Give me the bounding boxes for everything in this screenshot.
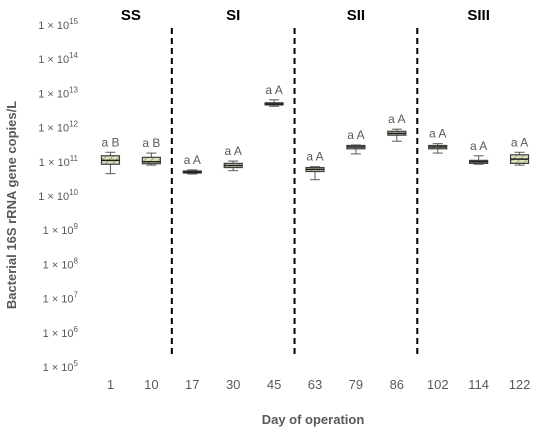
boxes	[100, 99, 530, 181]
significance-label: a A	[511, 135, 528, 149]
x-tick-label: 30	[226, 377, 240, 392]
x-tick-label: 79	[349, 377, 363, 392]
box-day-79	[346, 144, 366, 155]
x-tick-label: 122	[509, 377, 531, 392]
significance-label: a A	[225, 144, 242, 158]
box-day-102	[428, 143, 448, 154]
box-day-1	[100, 151, 121, 175]
box-day-30	[223, 160, 243, 172]
significance-label: a A	[347, 128, 364, 142]
significance-label: a B	[142, 136, 160, 150]
significance-label: a A	[388, 112, 405, 126]
x-tick-label: 86	[390, 377, 404, 392]
significance-label: a A	[184, 153, 201, 167]
x-tick-label: 102	[427, 377, 449, 392]
phase-dividers	[170, 28, 419, 358]
phase-label: SII	[347, 7, 365, 24]
y-tick-label: 1 × 1014	[38, 51, 78, 66]
y-tick-label: 1 × 1013	[38, 85, 78, 100]
phase-label: SI	[226, 7, 240, 24]
box-day-63	[305, 166, 325, 181]
x-tick-label: 17	[185, 377, 199, 392]
y-tick-label: 1 × 1010	[38, 188, 78, 203]
box-day-114	[469, 155, 489, 165]
significance-label: a A	[306, 150, 323, 164]
box-day-17	[182, 169, 202, 175]
y-tick-label: 1 × 106	[43, 325, 79, 340]
y-axis-ticks: 1 × 105 1 × 106 1 × 107 1 × 108 1 × 109 1 × 1…	[38, 17, 78, 374]
y-tick-label: 1 × 109	[43, 222, 79, 237]
x-tick-label: 114	[468, 377, 489, 392]
box-day-45	[264, 99, 284, 107]
box-day-10	[141, 152, 161, 166]
x-tick-label: 10	[144, 377, 158, 392]
significance-label: a A	[470, 139, 487, 153]
significance-label: a B	[101, 135, 119, 149]
x-axis-title: Day of operation	[262, 412, 365, 427]
phase-label: SIII	[467, 7, 490, 24]
phase-labels: SS SI SII SIII	[121, 7, 490, 24]
y-tick-label: 1 × 105	[43, 359, 79, 374]
x-tick-label: 1	[107, 377, 114, 392]
x-tick-label: 63	[308, 377, 322, 392]
y-tick-label: 1 × 1015	[38, 17, 78, 32]
box-day-122	[509, 151, 530, 166]
y-axis-title: Bacterial 16S rRNA gene copies/L	[4, 101, 19, 309]
y-tick-label: 1 × 1012	[38, 120, 78, 135]
y-tick-label: 1 × 107	[43, 291, 79, 306]
box-day-86	[387, 128, 407, 142]
x-axis-tick-labels: 1 10 17 30 45 63 79 86 102 114 122	[107, 377, 531, 392]
significance-labels: a B a B a A a A a A a A a A a A a A a A a A	[101, 83, 528, 167]
y-tick-label: 1 × 1011	[39, 154, 79, 169]
x-tick-label: 45	[267, 377, 281, 392]
phase-label: SS	[121, 7, 141, 24]
box-iqr	[141, 156, 161, 165]
significance-label: a A	[265, 83, 282, 97]
significance-label: a A	[429, 127, 446, 141]
y-tick-label: 1 × 108	[43, 256, 79, 271]
